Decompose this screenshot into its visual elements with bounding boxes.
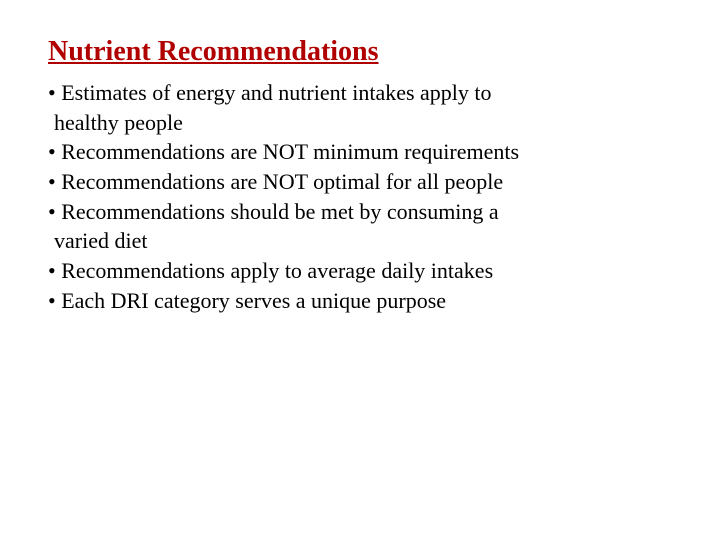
bullet-item: • Estimates of energy and nutrient intak… [48, 78, 672, 108]
bullet-item: • Recommendations are NOT optimal for al… [48, 167, 672, 197]
bullet-item: • Each DRI category serves a unique purp… [48, 286, 672, 316]
bullet-continuation: healthy people [48, 108, 672, 138]
bullet-item: • Recommendations are NOT minimum requir… [48, 137, 672, 167]
bullet-item: • Recommendations apply to average daily… [48, 256, 672, 286]
bullet-continuation: varied diet [48, 226, 672, 256]
bullet-list: • Estimates of energy and nutrient intak… [48, 78, 672, 316]
slide-title: Nutrient Recommendations [48, 36, 672, 68]
bullet-item: • Recommendations should be met by consu… [48, 197, 672, 227]
